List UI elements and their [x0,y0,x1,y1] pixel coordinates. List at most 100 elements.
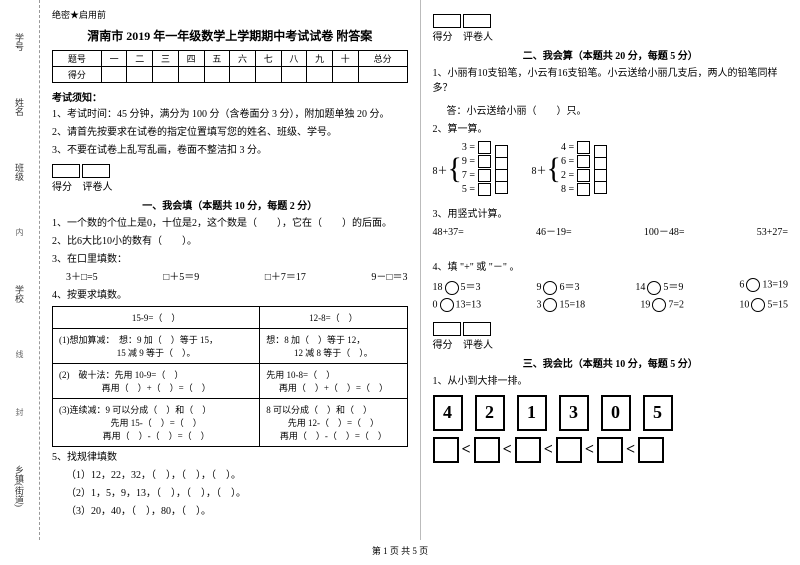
lt-icon: < [585,441,594,459]
score-box [433,322,461,336]
left-column: 绝密★启用前 渭南市 2019 年一年级数学上学期期中考试试卷 附答案 题号 一… [40,0,421,540]
rail-label: 学号 [13,33,26,51]
question: 4、按要求填数。 [52,288,408,303]
th: 二 [127,51,153,67]
th: 五 [204,51,230,67]
marker-label: 评卷人 [463,340,493,351]
th: 七 [255,51,281,67]
page-footer: 第 1 页 共 5 页 [0,544,800,557]
op-row: 013=13 315=18 197=2 105=15 [433,298,789,312]
lt-icon: < [626,441,635,459]
card: 1 [517,395,547,431]
cell: 想：8 加（ ）等于 12，12 减 8 等于（ ）。 [260,329,407,364]
section-header [52,164,408,178]
eq: 53+27= [757,225,788,240]
op-circle [543,281,557,295]
lt-icon: < [462,441,471,459]
header-labels: 得分 评卷人 [52,178,408,193]
score-label: 得分 [433,340,453,351]
order-row: < < < < < [433,437,789,463]
brace-problems: 8＋ { 3 = 9 = 7 = 5 = 8＋ { [433,141,789,197]
op-circle [652,298,666,312]
brace-icon: { [547,154,561,184]
cell: (3)连续减：9 可以分成（ ）和（ ）先用 15-（ ）=（ ）再用（ ）-（… [53,399,260,447]
card: 0 [601,395,631,431]
blank-box [433,437,459,463]
eight-plus: 8＋ [433,162,448,177]
answer-box [478,183,491,196]
eq: 2 = [561,170,574,181]
cell: (2) 破十法：先用 10-9=（ ）再用（ ）+（ ）=（ ） [53,364,260,399]
eq: 7 = [462,170,475,181]
score-box [433,14,461,28]
notice: 3、不要在试卷上乱写乱画，卷面不整洁扣 3 分。 [52,143,408,158]
eq: 3＋□=5 [66,270,98,285]
sub: （3）20，40，（ ），80，（ ）。 [52,504,408,519]
answer-box [478,141,491,154]
binding-rail: 学号 姓名 班级 内 学校 线 封 乡镇(街道) [0,0,40,540]
answer-line: 答：小云送给小丽（ ）只。 [433,104,789,119]
notice-title: 考试须知： [52,89,408,104]
td: 得分 [53,67,102,83]
marker-box [82,164,110,178]
question: 1、一个数的个位上是0，十位是2，这个数是（ ），它在（ ）的后面。 [52,216,408,231]
op-row: 185＝3 96＝3 145＝9 613=19 [433,278,789,295]
rail-label: 学校 [13,285,26,303]
card: 4 [433,395,463,431]
right-column: 得分 评卷人 二、我会算（本题共 20 分，每题 5 分） 1、小丽有10支铅笔… [421,0,800,540]
question: 1、从小到大排一排。 [433,374,789,389]
marker-label: 评卷人 [463,32,493,43]
th: 四 [178,51,204,67]
marker-box [463,322,491,336]
rail-label: 姓名 [13,98,26,116]
eq: 6 = [561,156,574,167]
work-table: 15-9=（ ）12-8=（ ） (1)想加算减： 想：9 加（ ）等于 15，… [52,306,408,447]
section2-title: 二、我会算（本题共 20 分，每题 5 分） [433,47,789,62]
eq: 9 = [462,156,475,167]
rail-label: 班级 [13,163,26,181]
eq: 9－□＝3 [371,270,407,285]
sub: （1）12，22，32，（ ），（ ），（ ）。 [52,468,408,483]
answer-box [577,169,590,182]
blank-box [474,437,500,463]
eq: 8 = [561,184,574,195]
notice: 1、考试时间：45 分钟，满分为 100 分（含卷面分 3 分），附加题单独 2… [52,107,408,122]
question: 1、小丽有10支铅笔，小云有16支铅笔。小云送给小丽几支后，两人的铅笔同样多？ [433,66,789,96]
section-header [433,14,789,28]
lt-icon: < [544,441,553,459]
eq: □＋5＝9 [163,270,199,285]
rail-label: 线 [16,349,24,360]
question: 2、算一算。 [433,122,789,137]
sub: （2）1，5，9，13，（ ），（ ），（ ）。 [52,486,408,501]
blank-box [597,437,623,463]
th: 总分 [358,51,407,67]
th: 一 [101,51,127,67]
answer-box [577,183,590,196]
card: 5 [643,395,673,431]
header-labels: 得分 评卷人 [433,28,789,43]
blank-box [556,437,582,463]
th: 题号 [53,51,102,67]
answer-box [478,155,491,168]
lt-icon: < [503,441,512,459]
question: 3、用竖式计算。 [433,207,789,222]
answer-box [577,155,590,168]
op-circle [543,298,557,312]
stacked-boxes [495,145,508,193]
question: 2、比6大比10小的数有（ ）。 [52,234,408,249]
th: 九 [307,51,333,67]
number-cards: 4 2 1 3 0 5 [433,395,789,431]
op-circle [440,298,454,312]
question: 4、填 "+" 或 "－" 。 [433,260,789,275]
th: 三 [153,51,179,67]
cell: (1)想加算减： 想：9 加（ ）等于 15，15 减 9 等于（ ）。 [53,329,260,364]
stacked-boxes [594,145,607,193]
section1-title: 一、我会填（本题共 10 分，每题 2 分） [52,197,408,212]
vertical-calc: 48+37= 46－19= 100－48= 53+27= [433,225,789,240]
op-circle [751,298,765,312]
brace-icon: { [448,154,462,184]
th: 八 [281,51,307,67]
eq: 4 = [561,142,574,153]
card: 2 [475,395,505,431]
cell: 先用 10-8=（ ）再用（ ）+（ ）=（ ） [260,364,407,399]
